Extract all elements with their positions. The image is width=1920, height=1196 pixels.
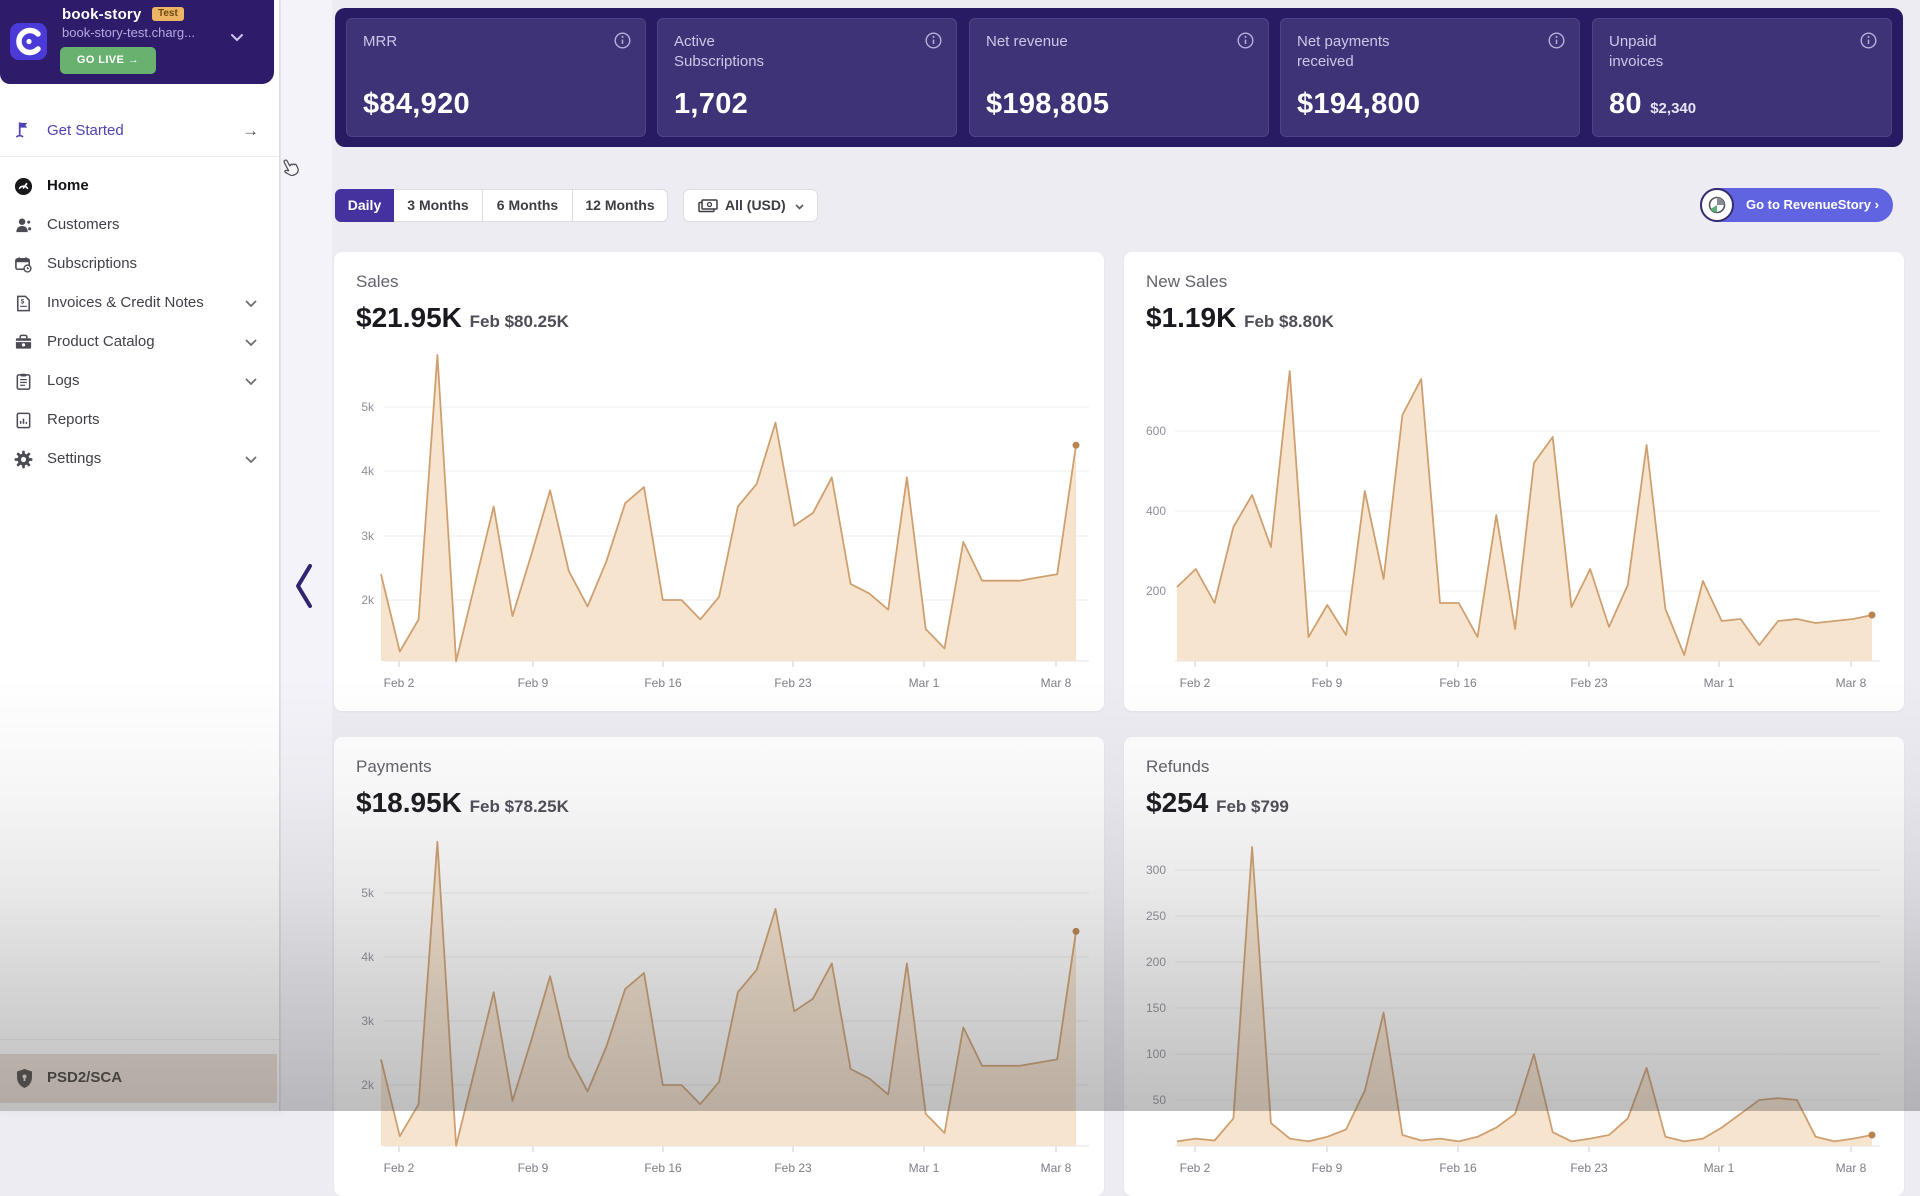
svg-text:2k: 2k (361, 1078, 375, 1092)
svg-text:Mar 1: Mar 1 (909, 1161, 940, 1175)
svg-text:100: 100 (1146, 1047, 1166, 1061)
svg-text:4k: 4k (361, 950, 375, 964)
svg-text:3k: 3k (361, 1014, 375, 1028)
svg-text:Mar 8: Mar 8 (1836, 1161, 1867, 1175)
svg-text:5k: 5k (361, 886, 375, 900)
svg-text:Feb 16: Feb 16 (1439, 676, 1477, 690)
svg-text:Feb 23: Feb 23 (774, 1161, 812, 1175)
svg-text:Feb 9: Feb 9 (1312, 676, 1343, 690)
svg-text:$: $ (21, 299, 25, 306)
svg-text:Feb 2: Feb 2 (1180, 1161, 1211, 1175)
svg-text:50: 50 (1153, 1093, 1167, 1107)
svg-text:Feb 2: Feb 2 (384, 676, 415, 690)
svg-text:600: 600 (1146, 424, 1166, 438)
svg-text:Mar 1: Mar 1 (1704, 1161, 1735, 1175)
svg-text:150: 150 (1146, 1001, 1166, 1015)
svg-text:Feb 2: Feb 2 (384, 1161, 415, 1175)
svg-text:4k: 4k (361, 464, 375, 478)
svg-text:Feb 16: Feb 16 (644, 676, 682, 690)
svg-text:Mar 1: Mar 1 (909, 676, 940, 690)
svg-text:Feb 9: Feb 9 (1312, 1161, 1343, 1175)
svg-text:5k: 5k (361, 400, 375, 414)
svg-text:Feb 23: Feb 23 (1570, 676, 1608, 690)
svg-text:Feb 16: Feb 16 (644, 1161, 682, 1175)
svg-text:200: 200 (1146, 955, 1166, 969)
svg-text:Mar 8: Mar 8 (1041, 1161, 1072, 1175)
svg-text:3k: 3k (361, 529, 375, 543)
svg-text:Feb 9: Feb 9 (518, 1161, 549, 1175)
svg-text:Feb 16: Feb 16 (1439, 1161, 1477, 1175)
svg-text:Mar 1: Mar 1 (1704, 676, 1735, 690)
svg-text:Mar 8: Mar 8 (1041, 676, 1072, 690)
svg-text:250: 250 (1146, 909, 1166, 923)
svg-text:Feb 9: Feb 9 (518, 676, 549, 690)
svg-text:Feb 23: Feb 23 (774, 676, 812, 690)
svg-text:Feb 2: Feb 2 (1180, 676, 1211, 690)
svg-text:400: 400 (1146, 504, 1166, 518)
svg-text:300: 300 (1146, 863, 1166, 877)
svg-text:2k: 2k (361, 593, 375, 607)
svg-text:Mar 8: Mar 8 (1836, 676, 1867, 690)
svg-text:200: 200 (1146, 584, 1166, 598)
svg-text:Feb 23: Feb 23 (1570, 1161, 1608, 1175)
